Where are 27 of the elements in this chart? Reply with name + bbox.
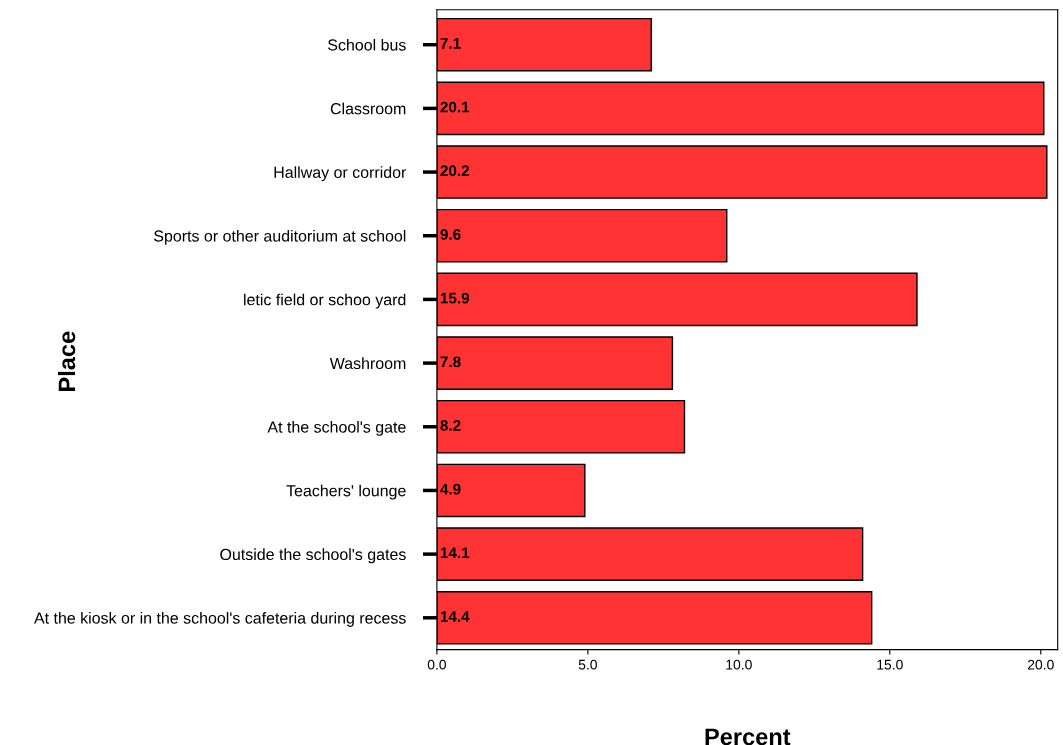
- y-tick-label: Washroom: [329, 357, 406, 370]
- y-tick-label: Outside the school's gates: [220, 548, 406, 564]
- data-label: 14.1: [440, 547, 470, 559]
- y-tick-label: Classroom: [330, 102, 406, 115]
- data-label: 7.8: [440, 356, 461, 368]
- data-label: 20.2: [440, 165, 470, 177]
- x-tick-label: 0.0: [427, 659, 446, 670]
- y-tick-label: At the kiosk or in the school's cafeteria during recess: [34, 612, 406, 627]
- data-label: 15.9: [440, 292, 470, 304]
- x-axis-title: Percent: [705, 728, 791, 745]
- y-tick-label: School bus: [328, 38, 406, 51]
- x-tick-label: 10.0: [726, 659, 752, 670]
- data-label: 9.6: [440, 229, 461, 240]
- y-tick-label: letic field or schoo yard: [244, 293, 406, 309]
- data-label: 4.9: [440, 483, 461, 495]
- data-label: 20.1: [440, 101, 470, 113]
- x-tick-label: 20.0: [1027, 659, 1054, 670]
- data-label: 7.1: [440, 38, 461, 49]
- y-tick-label: At the school's gate: [267, 420, 406, 436]
- y-axis-title: Place: [57, 331, 76, 391]
- y-tick-label: Hallway or corridor: [274, 166, 407, 182]
- data-label: 14.4: [440, 611, 470, 622]
- y-tick-label: Teachers' lounge: [286, 484, 406, 500]
- y-tick-label: Sports or other auditorium at school: [154, 229, 406, 245]
- x-tick-label: 5.0: [578, 659, 597, 670]
- data-label: 8.2: [440, 420, 461, 431]
- x-tick-label: 15.0: [877, 659, 903, 670]
